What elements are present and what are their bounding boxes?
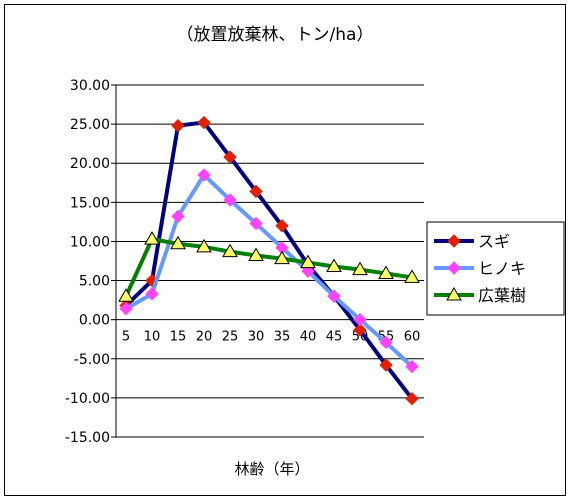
x-tick-label: 25	[222, 330, 239, 345]
data-point	[119, 302, 133, 316]
data-point	[300, 254, 316, 269]
y-tick-label: -15.00	[65, 430, 110, 446]
data-point	[274, 250, 290, 265]
data-point	[144, 231, 160, 245]
data-point	[145, 287, 159, 301]
series-line	[124, 120, 414, 400]
data-point	[222, 243, 238, 258]
x-tick-label: 60	[404, 330, 421, 345]
y-tick-label: 0.00	[79, 313, 110, 329]
data-point	[118, 288, 134, 302]
data-point	[379, 358, 393, 372]
series-line	[125, 172, 414, 369]
data-point	[405, 391, 419, 406]
data-point	[326, 258, 342, 272]
legend-marker	[447, 261, 461, 275]
data-point	[248, 247, 264, 262]
x-tick-label: 35	[274, 330, 291, 345]
x-tick-label: 45	[326, 330, 343, 345]
chart-title: （放置放棄林、トン/ha）	[177, 25, 374, 45]
data-point	[301, 264, 315, 278]
data-point	[249, 216, 263, 231]
data-point	[197, 168, 211, 182]
data-point	[379, 335, 393, 350]
legend-label: 広葉樹	[478, 286, 526, 305]
data-point	[197, 115, 211, 130]
y-tick-label: 25.00	[70, 117, 110, 133]
legend-label: ヒノキ	[478, 259, 526, 278]
legend-marker	[446, 287, 462, 301]
data-point	[404, 269, 420, 283]
x-tick-label: 40	[300, 330, 317, 345]
data-point	[171, 209, 185, 224]
y-tick-label: 30.00	[70, 78, 110, 94]
x-tick-label: 15	[170, 330, 187, 345]
y-tick-label: -5.00	[74, 352, 110, 368]
y-tick-label: 5.00	[79, 274, 110, 290]
x-axis-title: 林齢（年）	[234, 460, 309, 478]
data-point	[352, 261, 368, 276]
x-tick-label: 10	[144, 330, 161, 345]
data-point	[249, 184, 263, 199]
data-point	[223, 193, 237, 207]
x-tick-label: 5	[122, 330, 130, 345]
legend-marker	[447, 234, 461, 248]
data-point	[223, 150, 237, 164]
data-point	[196, 238, 212, 253]
y-tick-label: -10.00	[65, 391, 110, 407]
data-point	[378, 265, 394, 280]
data-point	[353, 312, 367, 327]
y-tick-label: 20.00	[70, 156, 110, 172]
data-point	[353, 323, 367, 337]
x-tick-label: 30	[248, 330, 265, 345]
data-point	[171, 118, 185, 133]
data-point	[327, 289, 341, 303]
x-tick-label: 20	[196, 330, 213, 345]
legend-label: スギ	[478, 232, 510, 251]
y-tick-label: 15.00	[70, 195, 110, 211]
data-point	[275, 219, 289, 233]
y-tick-label: 10.00	[70, 234, 110, 250]
data-point	[170, 235, 186, 250]
data-point	[405, 359, 419, 374]
